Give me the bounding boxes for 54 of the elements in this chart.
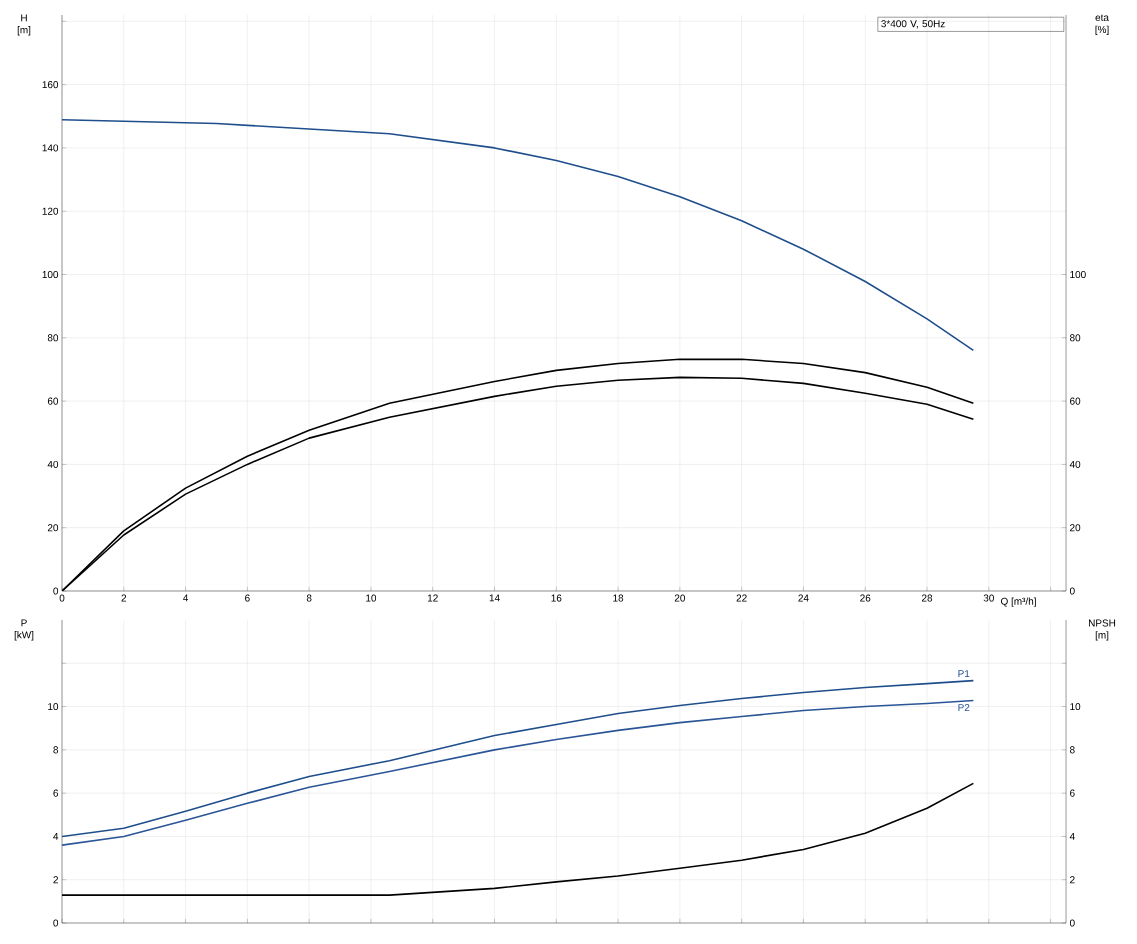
x-tick-label: 28 — [921, 594, 933, 602]
x-tick-label: 30 — [983, 594, 994, 602]
x-tick-label: 4 — [183, 594, 189, 602]
y-tick-label: 0 — [53, 587, 59, 595]
y2-tick-label: 4 — [1069, 833, 1075, 840]
x-tick-label: 18 — [613, 594, 624, 602]
x-tick-label: 6 — [245, 594, 250, 602]
y2-tick-label: 80 — [1070, 334, 1081, 342]
y-tick-label: 20 — [47, 524, 59, 532]
y-tick-label: 10 — [48, 703, 59, 711]
x-tick-label: 16 — [551, 594, 562, 602]
y2-tick-label: 40 — [1069, 460, 1081, 468]
y-tick-label: 40 — [47, 460, 59, 468]
annotation: 3*400 V, 50Hz — [881, 20, 945, 29]
y-axis-title: H [m] — [17, 14, 31, 36]
x-axis-title: Q [m³/h] — [1001, 597, 1036, 607]
y2-axis-title: eta [%] — [1095, 14, 1109, 35]
y-tick-label: 6 — [53, 789, 59, 797]
y-tick-label: 80 — [47, 334, 59, 342]
y-tick-label: 100 — [42, 270, 59, 279]
x-tick-label: 26 — [860, 594, 871, 602]
y2-tick-label: 100 — [1070, 270, 1086, 279]
y2-tick-label: 8 — [1070, 746, 1075, 754]
y-tick-label: 2 — [53, 876, 58, 884]
y-tick-label: 8 — [53, 746, 59, 754]
y-tick-label: 120 — [42, 207, 59, 215]
y2-tick-label: 6 — [1070, 789, 1075, 797]
y-tick-label: 4 — [53, 833, 59, 840]
y2-tick-label: 10 — [1070, 703, 1081, 711]
x-tick-label: 0 — [59, 594, 65, 602]
y2-tick-label: 2 — [1070, 876, 1075, 884]
y2-tick-label: 20 — [1070, 524, 1081, 532]
x-tick-label: 14 — [489, 594, 500, 602]
x-tick-label: 12 — [427, 594, 438, 602]
y-tick-label: 140 — [42, 144, 59, 152]
y-tick-label: 0 — [53, 919, 59, 927]
y-tick-label: 160 — [42, 81, 59, 89]
series-label: P2 — [958, 704, 970, 711]
x-tick-label: 22 — [736, 594, 747, 602]
y2-axis-title: NPSH [m] — [1088, 619, 1116, 641]
x-tick-label: 20 — [674, 594, 686, 602]
x-tick-label: 24 — [798, 594, 809, 602]
y2-tick-label: 0 — [1069, 919, 1075, 927]
line-series — [62, 699, 975, 846]
y2-tick-label: 60 — [1070, 397, 1081, 405]
y2-tick-label: 0 — [1069, 587, 1075, 595]
x-tick-label: 8 — [306, 594, 312, 602]
x-tick-label: 10 — [366, 594, 377, 602]
series-label: P1 — [958, 670, 970, 678]
y-axis-title: P [kW] — [14, 619, 34, 641]
line-series — [62, 679, 975, 838]
y-tick-label: 60 — [47, 397, 59, 405]
x-tick-label: 2 — [121, 594, 127, 602]
line-series — [62, 118, 975, 352]
